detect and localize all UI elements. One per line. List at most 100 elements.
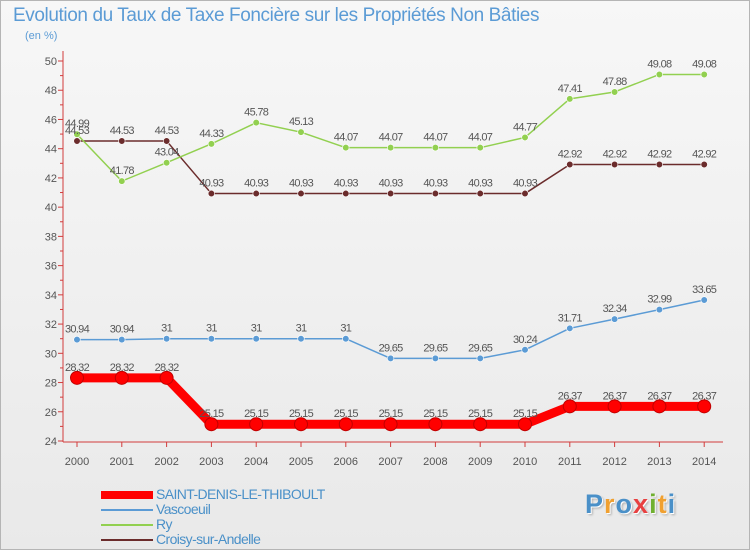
data-point — [118, 177, 126, 185]
data-point — [70, 370, 84, 385]
data-label: 30.24 — [513, 334, 538, 346]
data-point — [118, 137, 126, 145]
data-point — [252, 335, 260, 343]
data-label: 25.15 — [379, 408, 404, 420]
y-tick-label: 50 — [45, 56, 57, 68]
x-tick-label: 2000 — [65, 456, 89, 468]
data-label: 40.93 — [468, 178, 493, 190]
y-tick-label: 28 — [45, 378, 57, 390]
x-tick-label: 2005 — [289, 456, 313, 468]
data-label: 29.65 — [379, 342, 404, 354]
data-label: 40.93 — [513, 178, 538, 190]
data-point — [207, 189, 215, 198]
data-label: 40.93 — [199, 178, 224, 190]
data-point — [73, 335, 81, 344]
data-point — [294, 417, 308, 432]
data-label: 29.65 — [468, 342, 493, 354]
data-point — [431, 144, 440, 152]
data-label: 40.93 — [379, 178, 404, 190]
y-tick-label: 44 — [45, 144, 57, 156]
data-point — [114, 370, 129, 385]
data-point — [163, 159, 171, 167]
x-tick-label: 2002 — [154, 456, 178, 468]
data-point — [655, 306, 664, 314]
data-label: 43.04 — [155, 147, 180, 159]
legend-swatch — [101, 524, 153, 526]
y-tick-label: 46 — [45, 114, 57, 126]
data-label: 32.34 — [603, 303, 628, 315]
data-point — [297, 128, 305, 136]
legend-label: Vascoeuil — [156, 501, 211, 517]
data-point — [387, 144, 395, 152]
logo-letter: i — [649, 489, 658, 519]
data-label: 30.94 — [110, 324, 135, 336]
data-point — [207, 140, 215, 148]
data-point — [521, 346, 529, 354]
logo-letter: o — [615, 489, 634, 519]
y-tick-label: 34 — [45, 290, 57, 302]
x-tick-label: 2009 — [468, 456, 492, 468]
logo-letter: r — [604, 489, 616, 519]
data-point — [697, 399, 712, 414]
data-point — [700, 296, 708, 304]
legend-swatch — [101, 491, 153, 499]
x-tick-label: 2003 — [199, 456, 223, 468]
data-label: 44.53 — [110, 125, 135, 137]
logo-letter: t — [657, 489, 668, 519]
data-point — [700, 70, 708, 79]
data-point — [566, 160, 574, 169]
data-point — [655, 160, 664, 169]
data-point — [428, 417, 443, 432]
data-label: 28.32 — [155, 362, 180, 374]
data-label: 31 — [206, 323, 217, 335]
data-label: 40.93 — [423, 178, 448, 190]
y-tick-label: 38 — [45, 231, 57, 243]
data-label: 44.07 — [468, 132, 493, 144]
data-point — [163, 137, 171, 145]
data-label: 33.65 — [692, 284, 717, 296]
data-label: 25.15 — [423, 408, 448, 420]
x-tick-label: 2004 — [244, 456, 268, 468]
data-point — [252, 189, 260, 198]
data-point — [610, 160, 619, 169]
logo-letter: i — [667, 489, 677, 519]
data-label: 26.37 — [692, 390, 717, 402]
data-label: 25.15 — [334, 408, 359, 420]
data-point — [476, 189, 484, 198]
y-tick-label: 30 — [45, 348, 57, 360]
data-point — [566, 95, 574, 103]
data-label: 44.99 — [65, 118, 90, 130]
data-label: 45.13 — [289, 116, 314, 128]
x-tick-label: 2012 — [602, 456, 626, 468]
data-point — [562, 399, 577, 414]
data-point — [207, 335, 215, 343]
x-tick-label: 2008 — [423, 456, 447, 468]
data-point — [476, 354, 484, 363]
data-point — [342, 144, 350, 152]
x-tick-label: 2014 — [692, 456, 716, 468]
data-point — [607, 399, 622, 414]
x-tick-label: 2010 — [513, 456, 537, 468]
chart-title: Evolution du Taux de Taxe Foncière sur l… — [13, 5, 540, 26]
data-label: 31 — [161, 323, 172, 335]
data-label: 30.94 — [65, 324, 90, 336]
data-label: 47.88 — [603, 76, 628, 88]
data-label: 42.92 — [692, 148, 717, 160]
data-point — [383, 417, 398, 432]
data-label: 29.65 — [423, 342, 448, 354]
data-point — [387, 189, 395, 198]
data-label: 44.07 — [379, 132, 404, 144]
logo-letter: P — [585, 489, 605, 519]
data-point — [431, 354, 440, 363]
data-point — [700, 160, 708, 169]
data-point — [518, 417, 532, 432]
data-label: 42.92 — [647, 148, 672, 160]
data-label: 28.32 — [65, 362, 90, 374]
data-point — [610, 88, 619, 96]
data-point — [73, 130, 81, 138]
legend-label: Croisy-sur-Andelle — [156, 531, 261, 547]
data-label: 32.99 — [647, 294, 672, 306]
data-label: 25.15 — [289, 408, 314, 420]
